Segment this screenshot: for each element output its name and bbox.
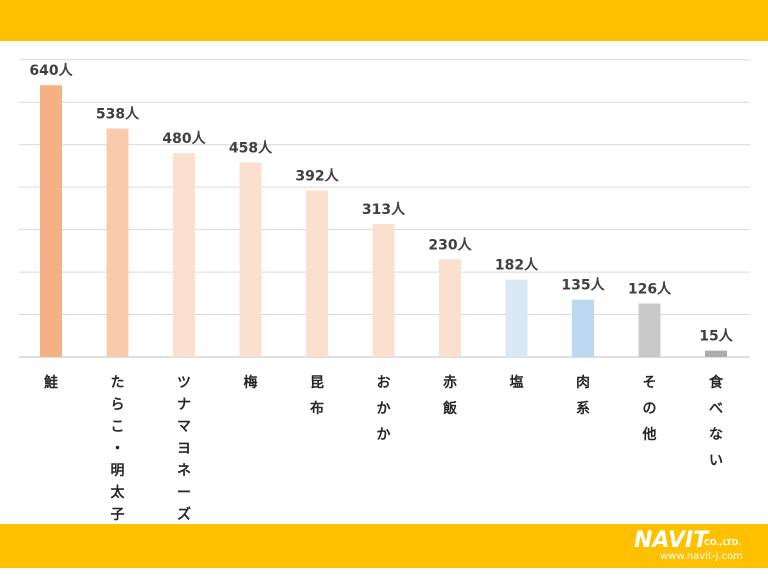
bar-10 bbox=[705, 350, 727, 357]
category-label-0: 鮭 bbox=[43, 374, 58, 391]
top-banner bbox=[0, 0, 768, 41]
value-label-4: 392人 bbox=[295, 168, 339, 185]
category-glyph: な bbox=[709, 427, 723, 443]
category-glyph: 梅 bbox=[244, 374, 258, 391]
category-glyph: ・ bbox=[111, 441, 125, 457]
bars bbox=[40, 85, 727, 357]
bar-2 bbox=[173, 153, 195, 357]
category-label-9: その他 bbox=[642, 375, 657, 443]
category-glyph: そ bbox=[643, 375, 657, 391]
category-glyph: 赤 bbox=[443, 375, 457, 391]
category-glyph: 系 bbox=[576, 400, 590, 417]
category-glyph: ら bbox=[111, 397, 125, 413]
category-glyph: 昆 bbox=[310, 375, 324, 391]
bottom-banner bbox=[0, 524, 768, 568]
category-label-7: 塩 bbox=[510, 374, 524, 391]
value-label-7: 182人 bbox=[495, 257, 539, 274]
bar-3 bbox=[239, 162, 262, 357]
value-label-6: 230人 bbox=[428, 236, 472, 253]
category-label-4: 昆布 bbox=[310, 375, 324, 417]
bar-chart: 640人 538人 480人 458人 392人 313人 230人 182人 135人 126人… bbox=[19, 59, 750, 523]
category-glyph: ズ bbox=[177, 506, 191, 523]
category-glyph: 太 bbox=[111, 484, 126, 501]
category-glyph: た bbox=[111, 375, 125, 391]
category-glyph: 塩 bbox=[510, 374, 524, 391]
category-glyph: べ bbox=[709, 401, 723, 417]
value-label-10: 15人 bbox=[699, 328, 733, 345]
logo-suffix: CO.,LTD. bbox=[704, 538, 742, 547]
logo-text: NAVIT bbox=[634, 528, 709, 553]
category-glyph: 布 bbox=[310, 400, 324, 417]
category-label-1: たらこ・明太子 bbox=[111, 375, 126, 523]
category-glyph: ネ bbox=[177, 463, 191, 479]
category-glyph: マ bbox=[177, 419, 191, 435]
category-glyph: 子 bbox=[111, 507, 125, 523]
category-glyph: ヨ bbox=[177, 441, 191, 457]
bar-1 bbox=[106, 128, 129, 357]
value-label-9: 126人 bbox=[628, 280, 672, 297]
logo-url: www.navit-j.com bbox=[660, 551, 743, 562]
bar-0 bbox=[40, 85, 62, 357]
category-glyph: お bbox=[377, 375, 391, 391]
category-labels: 鮭たらこ・明太子ツナマヨネーズ梅 昆布おかか赤飯塩 肉系その他食べない bbox=[43, 374, 724, 523]
bar-7 bbox=[505, 279, 528, 357]
category-glyph: 肉 bbox=[576, 374, 590, 391]
category-label-10: 食べない bbox=[709, 374, 724, 469]
navit-logo: NAVIT CO.,LTD. www.navit-j.com bbox=[632, 530, 762, 564]
value-label-0: 640人 bbox=[29, 62, 73, 79]
category-glyph: ツ bbox=[177, 375, 191, 391]
value-labels: 640人 538人 480人 458人 392人 313人 230人 182人 135人 126人… bbox=[29, 62, 733, 344]
category-glyph: か bbox=[377, 427, 391, 443]
category-label-8: 肉系 bbox=[576, 374, 590, 417]
bar-4 bbox=[306, 190, 328, 357]
category-glyph: 食 bbox=[709, 374, 724, 391]
category-label-5: おかか bbox=[377, 375, 391, 443]
bar-8 bbox=[572, 299, 594, 357]
bar-9 bbox=[638, 303, 661, 357]
category-glyph: 明 bbox=[111, 463, 125, 479]
value-label-1: 538人 bbox=[96, 106, 140, 123]
category-glyph: こ bbox=[111, 419, 125, 435]
category-glyph: い bbox=[709, 453, 723, 469]
category-label-3: 梅 bbox=[244, 374, 258, 391]
category-glyph: の bbox=[643, 401, 657, 417]
category-glyph: 飯 bbox=[442, 400, 458, 417]
value-label-5: 313人 bbox=[362, 201, 406, 218]
bar-5 bbox=[372, 224, 395, 357]
category-glyph: ナ bbox=[177, 397, 191, 413]
value-label-2: 480人 bbox=[162, 130, 206, 147]
category-glyph: 鮭 bbox=[43, 374, 58, 391]
category-glyph: 他 bbox=[642, 426, 657, 443]
category-label-6: 赤飯 bbox=[442, 375, 458, 417]
category-glyph: ー bbox=[177, 485, 191, 501]
bar-6 bbox=[439, 259, 461, 357]
value-label-3: 458人 bbox=[229, 140, 273, 157]
value-label-8: 135人 bbox=[561, 277, 605, 294]
category-label-2: ツナマヨネーズ bbox=[177, 375, 191, 523]
category-glyph: か bbox=[377, 401, 391, 417]
